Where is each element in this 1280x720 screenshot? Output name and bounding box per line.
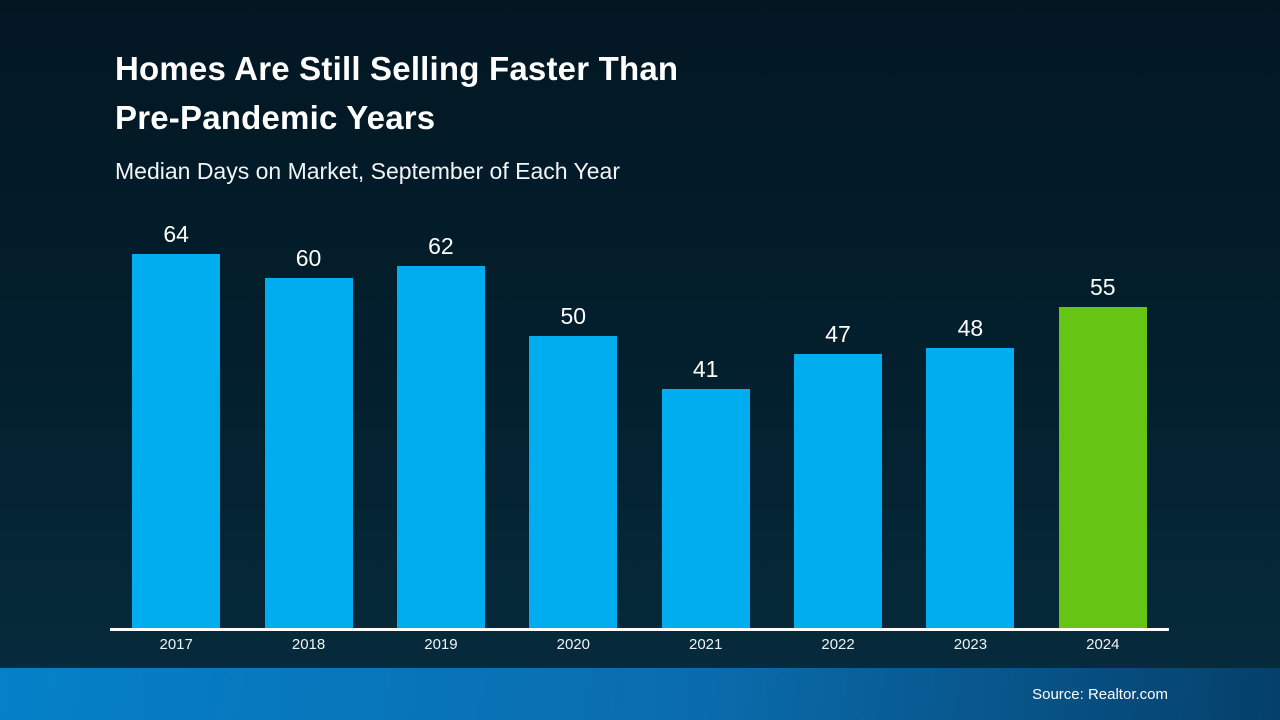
bar-2022: [794, 354, 883, 628]
bar-column-2021: 41: [640, 356, 772, 628]
bar-2019: [396, 266, 485, 628]
bar-value-label-2017: 64: [163, 221, 189, 247]
bar-column-2023: 48: [904, 315, 1036, 628]
x-axis-label-2024: 2024: [1086, 636, 1120, 653]
bar-2023: [926, 348, 1015, 628]
x-axis-label-2021: 2021: [689, 636, 723, 653]
bar-value-label-2021: 41: [692, 356, 719, 382]
bar-2024: [1058, 307, 1147, 628]
x-axis-label-2023: 2023: [953, 636, 988, 653]
bar-column-2024: 55: [1037, 274, 1169, 628]
x-axis-labels: 2017 2018 2019 2020 2021 2022 2023 2024: [110, 636, 1169, 653]
x-axis-label-2020: 2020: [556, 636, 590, 653]
x-axis-line: [110, 628, 1169, 631]
page-title-line2: Pre-Pandemic Years: [115, 99, 436, 136]
bar-2017: [132, 254, 221, 628]
bar-value-label-2022: 47: [825, 321, 851, 347]
chart-subtitle: Median Days on Market, September of Each…: [115, 158, 621, 184]
bars-container: 64 60 62 50 41 47 48 55: [110, 0, 1169, 628]
bar-column-2020: 50: [507, 303, 639, 628]
x-axis-label-2019: 2019: [424, 636, 458, 653]
bar-column-2017: 64: [110, 221, 242, 628]
bar-column-2022: 47: [772, 321, 904, 628]
bar-column-2018: 60: [242, 245, 374, 628]
bar-2020: [529, 336, 618, 628]
bar-value-label-2020: 50: [560, 303, 587, 329]
page-title: Homes Are Still Selling Faster Than Pre-…: [115, 44, 678, 142]
bar-2021: [661, 389, 750, 628]
bar-value-label-2024: 55: [1090, 274, 1116, 300]
bar-value-label-2018: 60: [295, 245, 322, 271]
x-axis-label-2017: 2017: [159, 636, 193, 653]
x-axis-label-2018: 2018: [291, 636, 326, 653]
bar-2018: [264, 278, 353, 628]
bar-chart: 64 60 62 50 41 47 48 55: [110, 0, 1169, 628]
source-text: Source: Realtor.com: [1032, 685, 1168, 703]
bar-column-2019: 62: [375, 233, 507, 628]
page-title-line1: Homes Are Still Selling Faster Than: [115, 50, 679, 87]
footer-band: Source: Realtor.com: [0, 668, 1280, 720]
bar-value-label-2023: 48: [957, 315, 984, 341]
bar-value-label-2019: 62: [428, 233, 454, 259]
x-axis-label-2022: 2022: [821, 636, 855, 653]
